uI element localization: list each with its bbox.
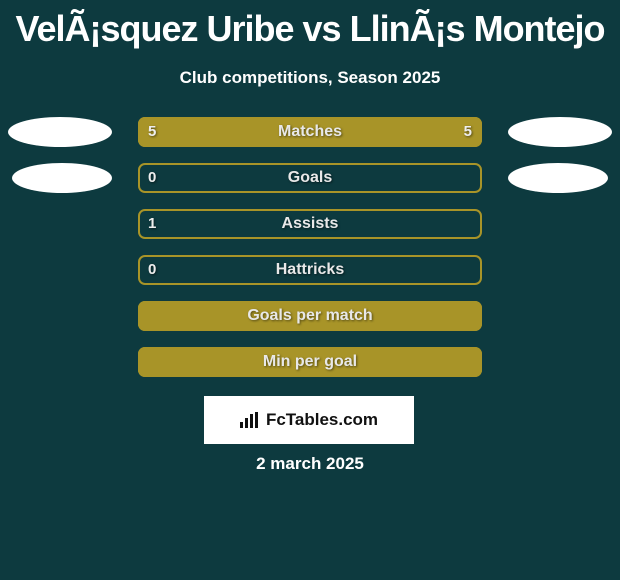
player-avatar-left bbox=[8, 117, 112, 147]
comparison-row: Matches5 5 bbox=[0, 110, 620, 156]
comparison-row: Hattricks0 bbox=[0, 248, 620, 294]
comparison-row: Goals0 bbox=[0, 156, 620, 202]
date-label: 2 march 2025 bbox=[0, 454, 620, 474]
player-avatar-right bbox=[508, 163, 608, 193]
comparison-row: Assists1 bbox=[0, 202, 620, 248]
bar-value-left: 5 bbox=[148, 117, 156, 147]
bar-value-left: 1 bbox=[148, 209, 156, 239]
comparison-row: Min per goal bbox=[0, 340, 620, 386]
bar-value-left: 0 bbox=[148, 163, 156, 193]
subtitle: Club competitions, Season 2025 bbox=[0, 68, 620, 88]
bar-value-left: 0 bbox=[148, 255, 156, 285]
comparison-rows: Matches55Goals0Assists1Hattricks0Goals p… bbox=[0, 110, 620, 386]
page-title: VelÃ¡squez Uribe vs LlinÃ¡s Montejo bbox=[0, 0, 620, 50]
player-avatar-right bbox=[508, 117, 612, 147]
bars-icon bbox=[240, 412, 260, 428]
bar-label: Goals per match bbox=[138, 301, 482, 331]
brand-badge: FcTables.com bbox=[204, 396, 414, 444]
comparison-row: Goals per match bbox=[0, 294, 620, 340]
bar-label: Goals bbox=[138, 163, 482, 193]
bar-value-right: 5 bbox=[464, 117, 472, 147]
brand-text: FcTables.com bbox=[266, 410, 378, 430]
player-avatar-left bbox=[12, 163, 112, 193]
bar-label: Hattricks bbox=[138, 255, 482, 285]
bar-label: Assists bbox=[138, 209, 482, 239]
bar-label: Matches bbox=[138, 117, 482, 147]
bar-label: Min per goal bbox=[138, 347, 482, 377]
